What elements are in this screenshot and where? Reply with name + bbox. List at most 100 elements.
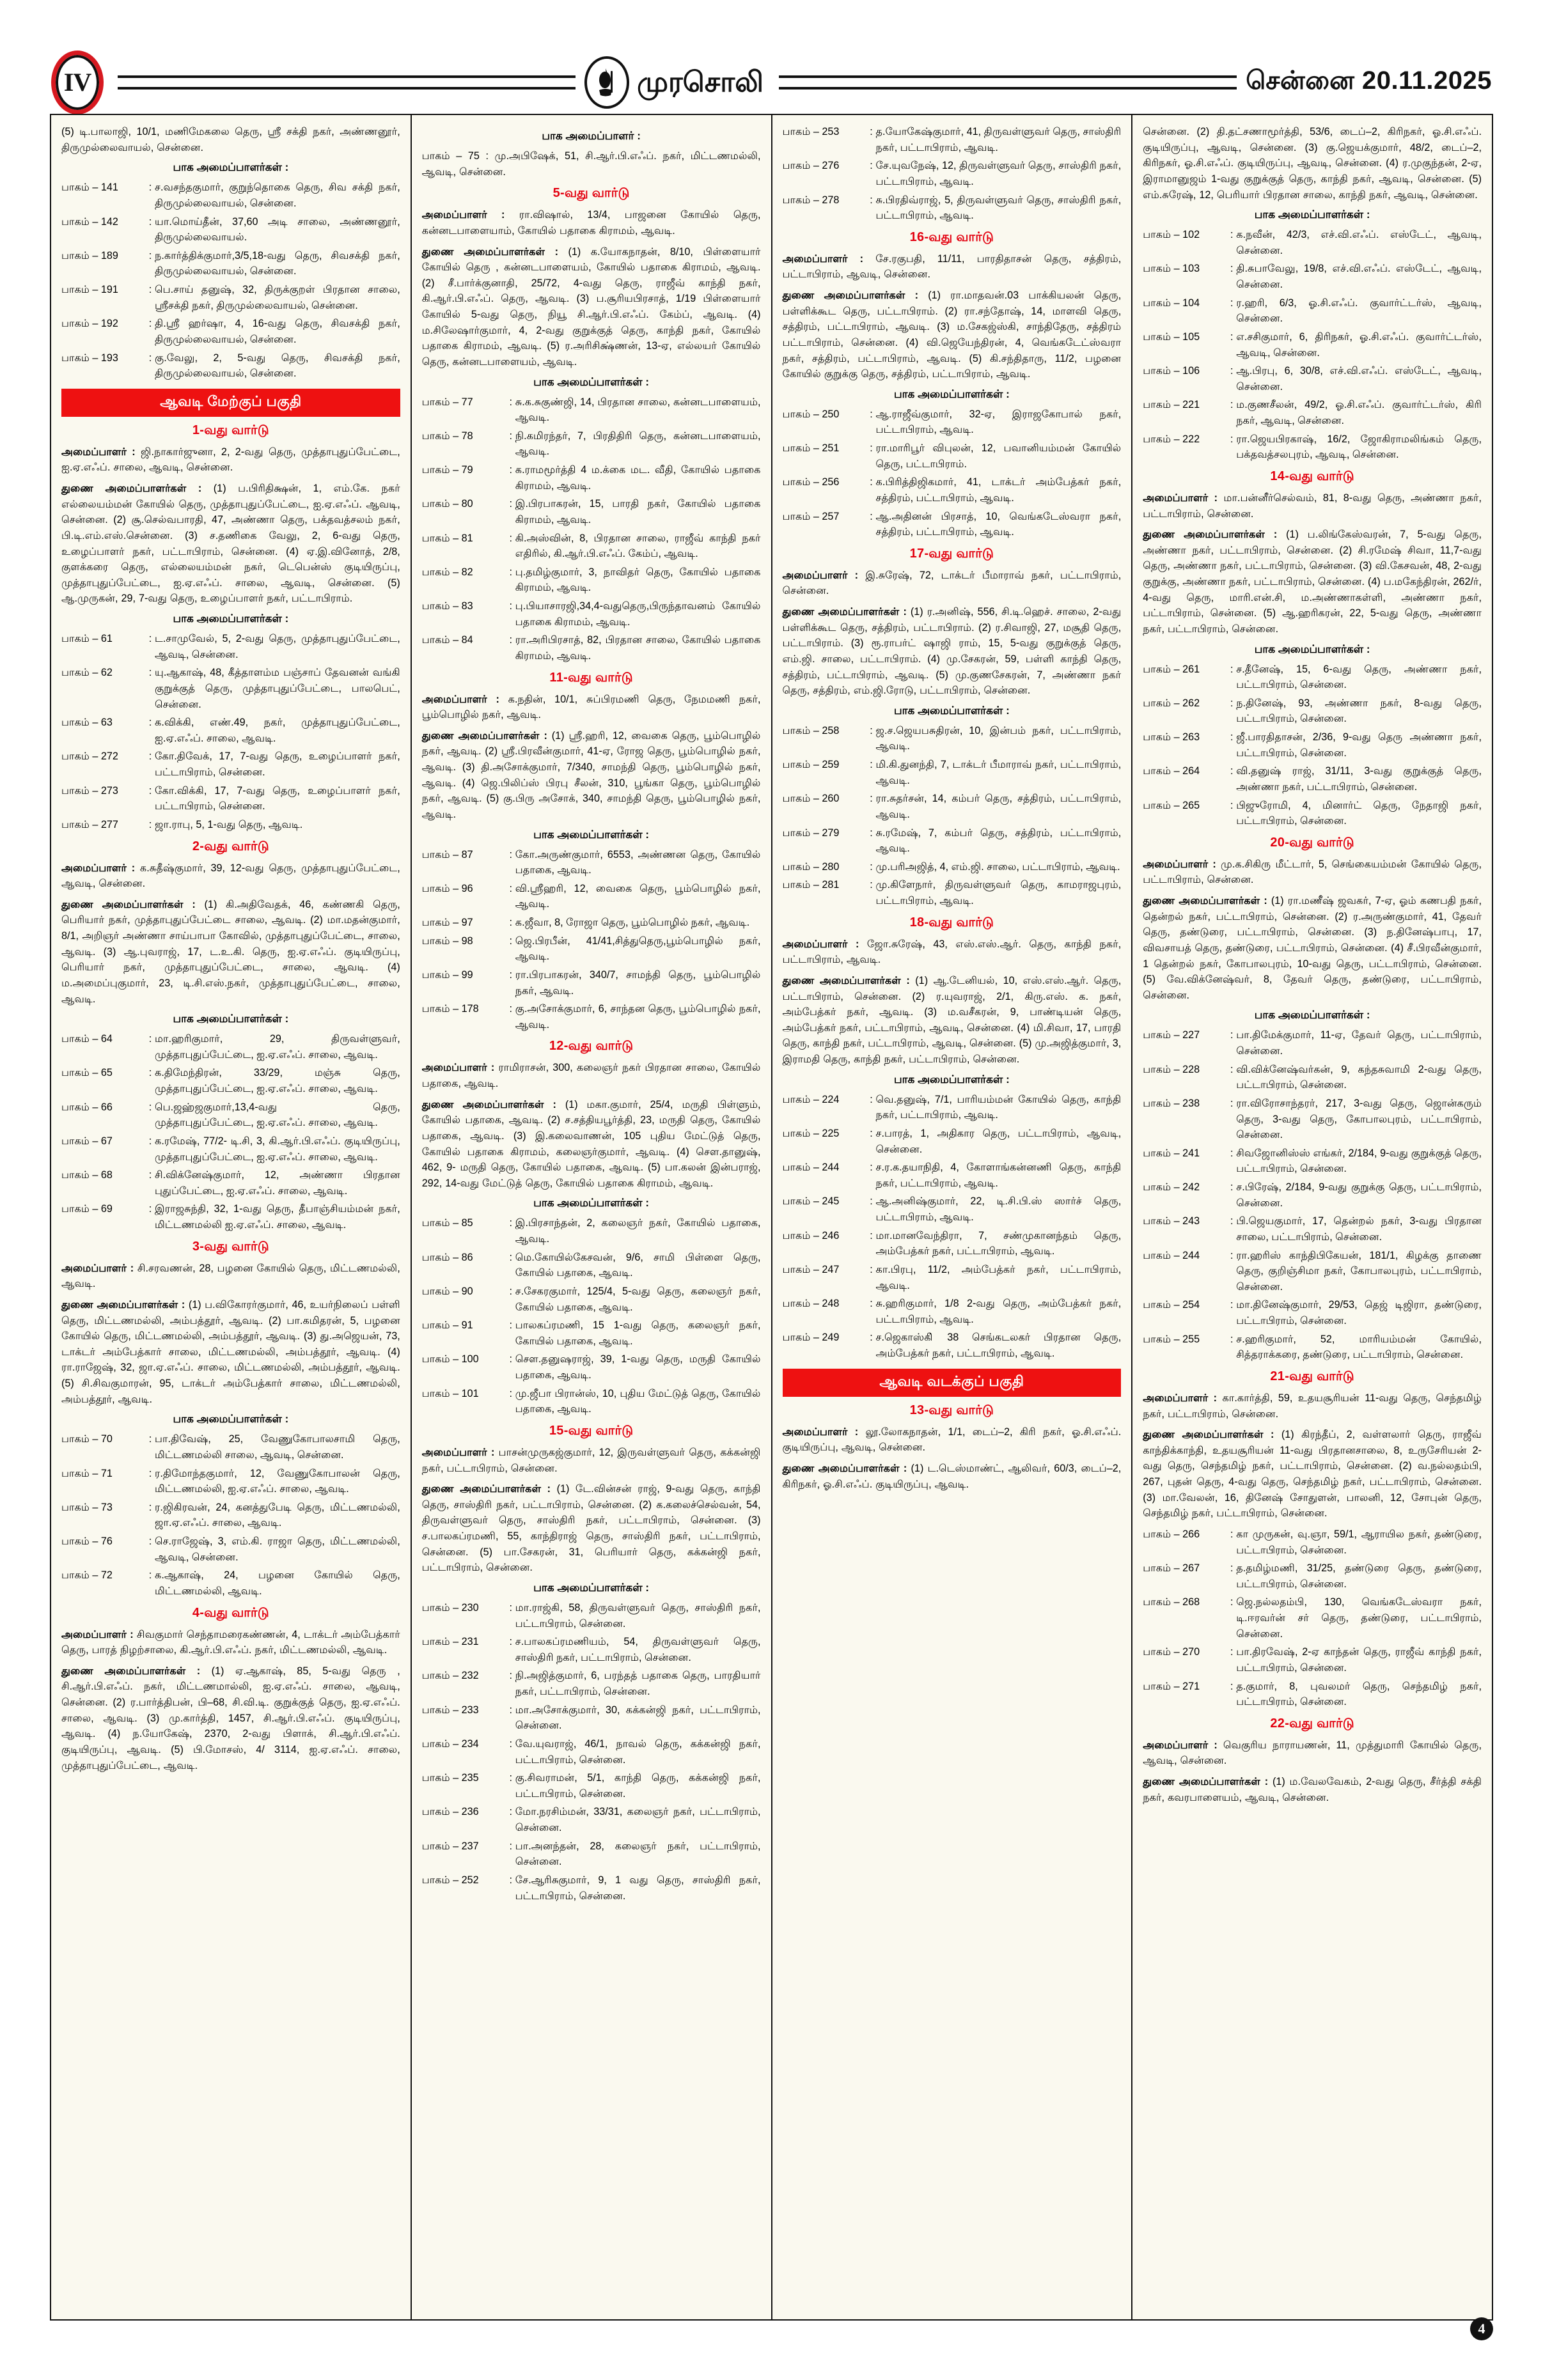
- part-entry-row: பாகம் – 246: மா.மானவேந்திரா, 7, சண்முகானந…: [783, 1228, 1122, 1259]
- part-separator: :: [148, 352, 152, 364]
- part-number: பாகம் – 225: [782, 1127, 840, 1139]
- footer-page-number-label: 4: [1478, 2321, 1485, 2337]
- part-organizer-detail: கோ.அருண்குமார், 6553, அண்ணன தெரு, கோயில்…: [515, 848, 761, 876]
- part-separator: :: [870, 1195, 873, 1208]
- part-entry-row: பாகம் – 230: மா.ராஜ்கி, 58, திருவள்ளுவர் …: [422, 1600, 761, 1631]
- part-separator: :: [870, 724, 873, 736]
- part-separator: :: [1230, 263, 1234, 275]
- part-entry-row: பாகம் – 79: க.ராமமூர்த்தி 4 ம.க்கை மட. வீ…: [422, 462, 761, 494]
- organizer-paragraph: அமைப்பாளர் : சே.ரகுபதி, 11/11, பாரதிதாசன…: [782, 253, 1122, 281]
- organizer-paragraph: துணை அமைப்பாளர்கள் : (1) ப.லிங்கேஸ்வரன்,…: [1143, 529, 1482, 635]
- ward-heading: 15-வது வார்டு: [549, 1423, 634, 1438]
- part-separator: :: [509, 600, 513, 612]
- organizer-role-label: துணை அமைப்பாளர்கள் :: [421, 1483, 557, 1495]
- part-separator: :: [870, 408, 873, 420]
- part-number: பாகம் – 233: [421, 1704, 479, 1716]
- part-organizer-detail: மு.கிளேநார், திருவள்ளுவர் தெரு, காமராஜபு…: [875, 879, 1122, 906]
- part-organizer-detail: ச.தீனேஷ், 15, 6-வது தெரு, அண்ணா நகர், பட…: [1236, 663, 1482, 691]
- part-number: பாகம் – 253: [782, 126, 840, 137]
- part-separator: :: [509, 1704, 513, 1716]
- part-organizer-detail: கு.அசோக்குமார், 6, சாந்தன தெரு, பூம்பொழி…: [515, 1003, 761, 1031]
- part-organizer-detail: ச.பாலகப்ரமணியம், 54, திருவள்ளுவர் தெரு, …: [515, 1636, 761, 1663]
- column-4: சென்னை. (2) தி.தட்சணாமூர்த்தி, 53/6, டைப…: [1132, 115, 1492, 2319]
- ward-heading: 2-வது வார்டு: [192, 839, 269, 853]
- part-number: பாகம் – 100: [421, 1353, 479, 1365]
- part-entry-row: பாகம் – 193: கு.வேலு, 2, 5-வது தெரு, சிவச…: [61, 350, 400, 382]
- part-entry-row: பாகம் – 105: எ.சசிகுமார், 6, திரிநகர், ஓ.…: [1143, 329, 1482, 361]
- part-number: பாகம் – 270: [1143, 1646, 1200, 1658]
- part-separator: :: [509, 882, 513, 894]
- part-number: பாகம் – 141: [61, 182, 118, 194]
- part-entry-row: பாகம் – 72: க.ஆகாஷ், 24, பழனை கோயில் தெரு…: [61, 1567, 400, 1599]
- part-entry-row: பாகம் – 238: ரா.விரோசாந்தரர், 217, 3-வது …: [1143, 1096, 1482, 1143]
- part-number: பாகம் – 96: [421, 882, 473, 894]
- part-entry-row: பாகம் – 279: சு.ரமேஷ், 7, கம்பர் தெரு, சத…: [783, 825, 1122, 857]
- part-entry-row: பாகம் – 178: கு.அசோக்குமார், 6, சாந்தன தெ…: [422, 1001, 761, 1032]
- part-organizer-detail: யா.மொய்தீன், 37,60 அடி சாலை, அண்ணனூர், த…: [155, 215, 400, 244]
- part-organizer-detail: வே.யுவராஜ், 46/1, நாவல் தெரு, கக்கன்ஜி ந…: [515, 1738, 761, 1766]
- body-paragraph: (5) டி.பாலாஜி, 10/1, மணிமேகலை தெரு, ஸ்ரீ…: [61, 126, 400, 153]
- organizer-paragraph: துணை அமைப்பாளர்கள் : (1) ஸ்ரீ.ஹரி, 12, வ…: [421, 729, 761, 820]
- part-number: பாகம் – 192: [61, 318, 118, 330]
- part-entry-row: பாகம் – 96: வி.ஸ்ரீஹரி, 12, வைகை தெரு, பூ…: [422, 881, 761, 912]
- ward-heading: 22-வது வார்டு: [1270, 1716, 1354, 1731]
- part-number: பாகம் – 244: [782, 1162, 840, 1174]
- part-entry-row: பாகம் – 78: நி.கமிரந்தர், 7, பிரதிதிரி தெ…: [422, 428, 761, 460]
- area-banner: ஆவடி மேற்குப் பகுதி: [61, 388, 400, 417]
- part-entry-row: பாகம் – 234: வே.யுவராஜ், 46/1, நாவல் தெரு…: [422, 1736, 761, 1768]
- organizer-paragraph: அமைப்பாளர் : மா.பன்னீர்செல்வம், 81, 8-வத…: [1143, 492, 1482, 520]
- part-entry-row: பாகம் – 106: ஆ.பிரபு, 6, 30/8, எச்.வி.எஃப…: [1143, 363, 1482, 394]
- part-number: பாகம் – 227: [1143, 1029, 1200, 1041]
- part-organizer-detail: க.ராமமூர்த்தி 4 ம.க்கை மட. வீதி, கோயில் …: [515, 464, 761, 492]
- part-organizer-detail: சே.ஆரிசுகுமார், 9, 1 வது தெரு, சாஸ்திரி …: [515, 1874, 761, 1902]
- part-organizer-detail: ட.சாமுவேல், 5, 2-வது தெரு, முத்தாபுதுப்ப…: [155, 633, 400, 660]
- part-number: பாகம் – 230: [421, 1601, 479, 1614]
- part-organizer-detail: கு.சிவராமன், 5/1, காந்தி தெரு, கக்கன்ஜி …: [515, 1772, 761, 1800]
- part-organizer-detail: மி.கி.துனந்தி, 7, டாக்டர் பீமாராவ் நகர்,…: [875, 759, 1122, 786]
- part-separator: :: [1230, 399, 1234, 411]
- part-number: பாகம் – 281: [782, 879, 840, 891]
- part-separator: :: [148, 182, 152, 194]
- part-organizer-detail: சி.விக்னேஷ்குமார், 12, அண்ணா பிரதான புது…: [155, 1169, 400, 1197]
- part-organizer-detail: பெ.ஜஹ்ஜகுமார்,13,4-வது தெரு, முத்தாபுதுப…: [155, 1101, 400, 1129]
- part-number: பாகம் – 248: [782, 1298, 840, 1310]
- part-entry-row: பாகம் – 63: க.விக்கி, எண்.49, நகர், முத்த…: [61, 715, 400, 746]
- part-entry-row: பாகம் – 189: ந.கார்த்திக்குமார்,3/5,18-வத…: [61, 248, 400, 279]
- organizer-paragraph: அமைப்பாளர் : ராமிராசன், 300, கலைஞர் நகர்…: [421, 1062, 761, 1089]
- ward-heading: 17-வது வார்டு: [909, 546, 994, 561]
- part-entry-row: பாகம் – 263: ஜீ.பாரதிதாசன், 2/36, 9-வது த…: [1143, 729, 1482, 761]
- part-number: பாகம் – 247: [782, 1263, 840, 1275]
- section-heading: பாக அமைப்பாளர்கள் :: [173, 1013, 289, 1025]
- part-number: பாகம் – 81: [421, 532, 473, 544]
- part-entry-row: பாகம் – 66: பெ.ஜஹ்ஜகுமார்,13,4-வது தெரு, …: [61, 1100, 400, 1131]
- part-organizer-detail: ஆ.அனிஷ்குமார், 22, டி.சி.பி.ஸ் ஸார்ச் தெ…: [875, 1195, 1122, 1223]
- part-number: பாகம் – 257: [782, 510, 840, 522]
- organizer-role-label: அமைப்பாளர் :: [782, 569, 866, 581]
- part-number: பாகம் – 266: [1143, 1528, 1200, 1540]
- part-organizer-detail: ரா.அரிபிரசாத், 82, பிரதான சாலை, கோயில் ப…: [515, 634, 761, 662]
- part-entry-row: பாகம் – 268: ஜெ.நல்லதம்பி, 130, வெங்கடேஸ்…: [1143, 1594, 1482, 1642]
- part-entry-row: பாகம் – 276: சே.யுவநேஷ், 12, திருவள்ளுவர்…: [783, 158, 1122, 189]
- part-number: பாகம் – 189: [61, 249, 118, 261]
- part-number: பாகம் – 77: [421, 396, 473, 408]
- part-separator: :: [1230, 1029, 1234, 1041]
- organizer-role-label: துணை அமைப்பாளர்கள் :: [421, 1098, 565, 1110]
- part-separator: :: [148, 784, 152, 797]
- part-organizer-detail: ச.ஜெகாஸ்கி் 38 செங்கடலகர் பிரதான தெரு, அ…: [875, 1332, 1122, 1359]
- organizer-paragraph: துணை அமைப்பாளர்கள் : (1) ஆ.டேனியல், 10, …: [782, 974, 1122, 1065]
- part-number: பாகம் – 178: [421, 1003, 479, 1015]
- part-entry-row: பாகம் – 68: சி.விக்னேஷ்குமார், 12, அண்ணா …: [61, 1167, 400, 1199]
- part-number: பாகம் – 224: [782, 1093, 840, 1105]
- section-heading: பாக அமைப்பாளர்கள் :: [893, 704, 1010, 717]
- part-entry-row: பாகம் – 97: க.ஜீவா, 8, ரோஜா தெரு, பூம்பொழ…: [422, 915, 761, 931]
- part-number: பாகம் – 249: [782, 1332, 840, 1344]
- part-number: பாகம் – 246: [782, 1229, 840, 1241]
- part-separator: :: [509, 848, 513, 860]
- part-entry-row: பாகம் – 235: கு.சிவராமன், 5/1, காந்தி தெர…: [422, 1770, 761, 1801]
- part-separator: :: [1230, 1063, 1234, 1075]
- part-separator: :: [870, 860, 873, 873]
- part-separator: :: [509, 1003, 513, 1015]
- part-separator: :: [509, 1874, 513, 1886]
- part-separator: :: [509, 1806, 513, 1818]
- part-entry-row: பாகம் – 77: சு.க.சுகுண்ஜி, 14, பிரதான சால…: [422, 394, 761, 426]
